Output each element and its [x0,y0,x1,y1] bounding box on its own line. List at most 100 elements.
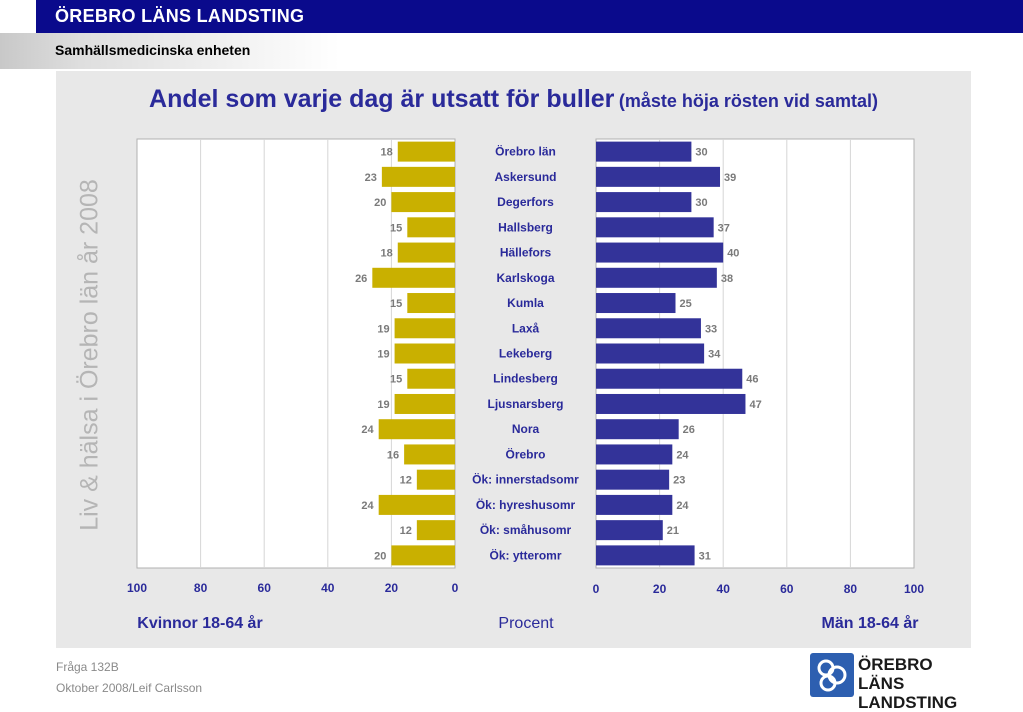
data-label-men: 34 [708,349,721,361]
x-tick-label-right: 60 [780,582,794,596]
data-label-women: 12 [400,525,412,537]
data-label-men: 21 [667,525,679,537]
data-label-men: 24 [676,449,689,461]
category-label: Degerfors [497,195,554,209]
data-label-men: 33 [705,323,717,335]
x-tick-label-left: 100 [127,581,147,595]
category-label: Lekeberg [499,347,552,361]
chart-title-main: Andel som varje dag är utsatt för buller [149,85,615,113]
bar-women [397,141,455,162]
bar-women [397,242,455,263]
bar-women [391,192,455,213]
subheader-bar: Samhällsmedicinska enheten [0,33,1023,69]
bar-women [378,419,455,440]
category-label: Örebro län [495,144,556,159]
x-tick-label-right: 40 [717,582,731,596]
category-label: Kumla [507,296,544,310]
bar-women [372,267,455,288]
category-label: Örebro [505,446,545,461]
data-label-women: 15 [390,374,402,386]
category-label: Nora [512,422,540,436]
bar-men [596,444,673,465]
bar-men [596,166,721,187]
data-label-women: 26 [355,273,367,285]
data-label-men: 26 [683,424,695,436]
x-tick-label-left: 20 [385,581,399,595]
bar-women [416,520,455,541]
chart-title: Andel som varje dag är utsatt för buller… [56,85,971,114]
data-label-men: 40 [727,248,739,260]
data-label-men: 24 [676,500,689,512]
data-label-men: 47 [749,399,761,411]
data-label-women: 23 [365,172,377,184]
category-label: Hallsberg [498,220,553,234]
unit-name: Samhällsmedicinska enheten [55,42,251,58]
data-label-men: 37 [718,222,730,234]
category-label: Laxå [512,321,540,335]
data-label-women: 24 [361,424,374,436]
logo-line-1: ÖREBRO LÄNS [858,655,933,693]
data-label-women: 20 [374,550,386,562]
bar-men [596,545,695,566]
x-tick-label-left: 0 [452,581,459,595]
header-bar: ÖREBRO LÄNS LANDSTING [0,0,1023,33]
data-label-women: 20 [374,197,386,209]
category-label: Hällefors [500,246,552,260]
bar-women [391,545,455,566]
bar-men [596,494,673,515]
bar-women [394,318,455,339]
logo-text: ÖREBRO LÄNS LANDSTING [858,655,972,712]
bar-women [407,368,455,389]
data-label-women: 24 [361,500,374,512]
bar-men [596,217,714,238]
data-label-men: 46 [746,374,758,386]
category-label: Ök: hyreshusomr [476,497,576,512]
bar-men [596,318,701,339]
credit-line: Oktober 2008/Leif Carlsson [56,681,203,695]
legend-men: Män 18-64 år [822,614,919,632]
bar-women [381,166,455,187]
x-tick-label-right: 80 [844,582,858,596]
x-tick-label-right: 20 [653,582,667,596]
bar-men [596,469,670,490]
landsting-logo: ÖREBRO LÄNS LANDSTING [810,653,972,712]
data-label-men: 39 [724,172,736,184]
category-label: Ljusnarsberg [487,397,563,411]
bar-men [596,267,717,288]
bar-women [407,293,455,314]
x-axis-label: Procent [498,615,554,632]
category-label: Ök: ytteromr [489,547,561,562]
bar-men [596,393,746,414]
bar-men [596,343,705,364]
bar-men [596,192,692,213]
data-label-men: 31 [699,550,711,562]
bar-women [394,393,455,414]
data-label-women: 19 [377,399,389,411]
x-tick-label-right: 100 [904,582,924,596]
bar-men [596,419,679,440]
bar-men [596,368,743,389]
data-label-women: 18 [381,248,393,260]
org-title: ÖREBRO LÄNS LANDSTING [55,6,305,26]
data-label-men: 23 [673,475,685,487]
data-label-men: 30 [695,147,707,159]
question-ref: Fråga 132B [56,660,119,674]
x-tick-label-left: 80 [194,581,208,595]
data-label-women: 19 [377,349,389,361]
header-accent [0,0,36,33]
data-label-men: 38 [721,273,733,285]
data-label-men: 25 [680,298,692,310]
bar-men [596,520,663,541]
logo-mark-icon [810,653,854,697]
bar-men [596,293,676,314]
data-label-women: 15 [390,298,402,310]
bar-men [596,141,692,162]
data-label-women: 18 [381,147,393,159]
bar-men [596,242,724,263]
x-tick-label-left: 40 [321,581,335,595]
category-label: Askersund [494,170,556,184]
data-label-women: 16 [387,449,399,461]
data-label-men: 30 [695,197,707,209]
x-tick-label-left: 60 [258,581,272,595]
